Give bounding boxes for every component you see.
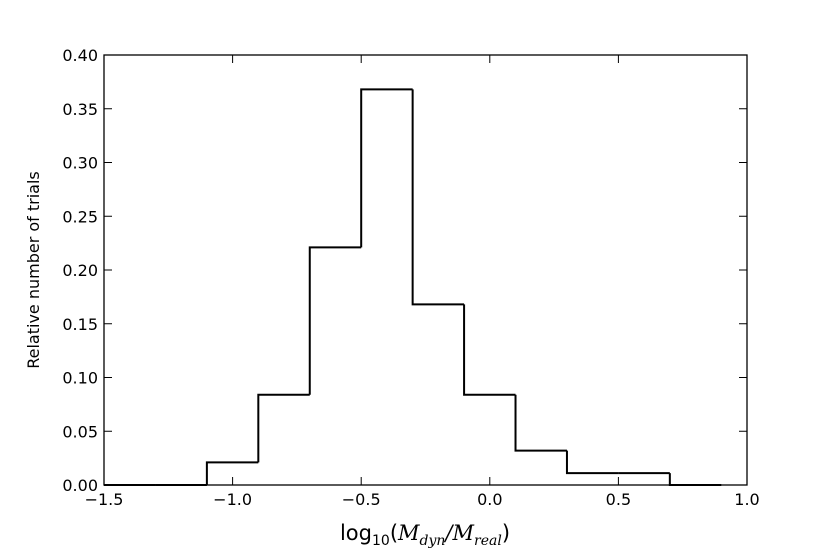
x-axis-label-den: M [452, 521, 475, 545]
y-axis-label: Relative number of trials [24, 171, 43, 369]
y-tick-label: 0.00 [62, 476, 98, 495]
x-tick-label: 1.0 [734, 490, 759, 509]
y-tick-label: 0.25 [62, 207, 98, 226]
x-axis-label: log10(Mdyn/Mreal) [340, 521, 510, 549]
x-axis-label-close: ) [502, 521, 510, 545]
axis-ticks: −1.5 −1.0 −0.5 0.0 0.5 1.0 0.00 0.05 0.10 0.15 0.2… [62, 46, 759, 509]
plot-frame [103, 54, 748, 486]
histogram-bar [514, 394, 567, 452]
histogram-bars [104, 88, 722, 486]
y-tick-label: 0.15 [62, 315, 98, 334]
histogram-bar [668, 473, 722, 486]
x-axis-label-log: log [340, 521, 372, 545]
x-tick-label: 0.5 [606, 490, 631, 509]
x-tick-label: −1.5 [85, 490, 124, 509]
x-axis-label-num-sub: dyn [420, 533, 446, 549]
histogram-bar [308, 246, 362, 395]
x-axis-label-den-sub: real [474, 533, 502, 549]
y-tick-label: 0.05 [62, 422, 98, 441]
x-axis-label-slash: / [443, 521, 454, 545]
histogram-bar [360, 88, 413, 248]
x-axis-label-num: M [397, 521, 420, 545]
y-tick-label: 0.35 [62, 100, 98, 119]
y-tick-label: 0.10 [62, 369, 98, 388]
x-tick-label: 0.0 [477, 490, 502, 509]
histogram-bar [257, 393, 310, 463]
x-tick-label: −0.5 [342, 490, 381, 509]
y-tick-label: 0.20 [62, 261, 98, 280]
y-tick-label: 0.30 [62, 154, 98, 173]
x-axis-label-open: ( [390, 521, 398, 545]
histogram-bar [411, 89, 465, 306]
histogram-bar [463, 304, 516, 396]
histogram-bar [565, 450, 619, 475]
x-tick-label: −1.0 [213, 490, 252, 509]
x-axis-label-base: 10 [372, 533, 390, 549]
histogram-bar [205, 461, 259, 485]
y-tick-label: 0.40 [62, 46, 98, 65]
